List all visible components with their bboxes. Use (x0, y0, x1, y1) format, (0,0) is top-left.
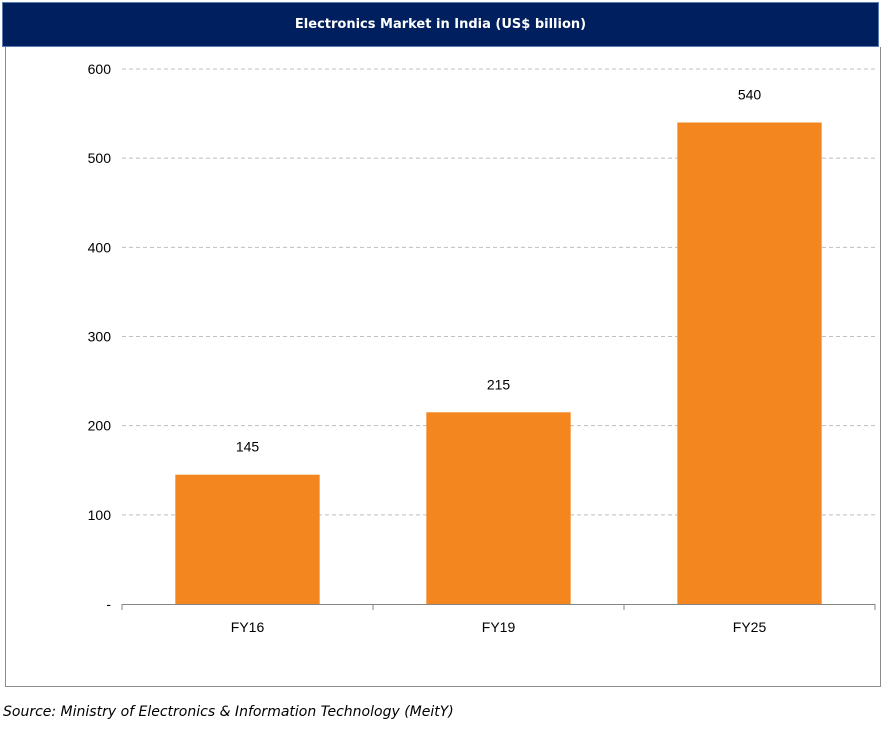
x-tick-label: FY19 (482, 619, 516, 635)
chart-frame (5, 47, 881, 687)
y-tick-label: 300 (88, 329, 112, 345)
y-tick-label: 600 (88, 61, 112, 77)
source-note: Source: Ministry of Electronics & Inform… (3, 704, 454, 720)
data-label: 540 (738, 87, 762, 103)
bar-fy16 (175, 474, 320, 604)
y-tick-label: 200 (88, 418, 112, 434)
bar-fy19 (426, 412, 571, 604)
x-tick-label: FY16 (231, 619, 265, 635)
y-tick-label: 500 (88, 150, 112, 166)
data-label: 145 (236, 439, 260, 455)
bar-fy25 (677, 122, 822, 604)
y-tick-label: - (106, 596, 111, 612)
data-label: 215 (487, 376, 511, 392)
y-tick-label: 400 (88, 239, 112, 255)
y-tick-label: 100 (88, 507, 112, 523)
x-tick-label: FY25 (733, 619, 767, 635)
chart-title: Electronics Market in India (US$ billion… (2, 2, 879, 47)
